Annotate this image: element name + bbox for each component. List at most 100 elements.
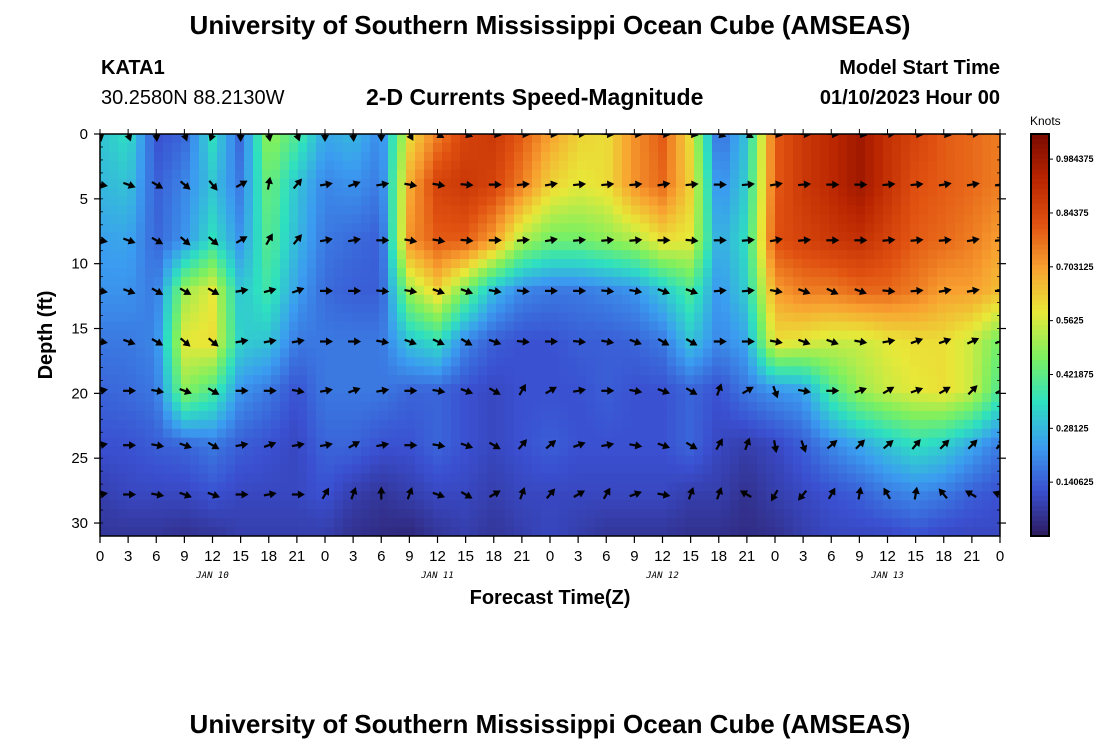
heatmap-cell <box>676 187 686 198</box>
heatmap-cell <box>694 169 704 180</box>
heatmap-cell <box>712 419 722 430</box>
heatmap-cell <box>604 303 614 314</box>
heatmap-cell <box>748 214 758 224</box>
heatmap-cell <box>739 312 749 323</box>
colorbar: 0.9843750.843750.7031250.56250.4218750.2… <box>1030 133 1094 537</box>
heatmap-cell <box>271 187 281 198</box>
heatmap-cell <box>991 428 1000 439</box>
heatmap-cell <box>622 500 632 510</box>
current-arrow <box>263 441 277 449</box>
heatmap-cell <box>919 384 929 394</box>
heatmap-cell <box>793 232 803 242</box>
heatmap-cell <box>136 339 146 349</box>
heatmap-cell <box>118 134 128 144</box>
heatmap-cell <box>550 232 560 242</box>
heatmap-cell <box>217 455 227 466</box>
heatmap-cell <box>361 348 371 358</box>
heatmap-cell <box>415 384 425 394</box>
heatmap-cell <box>334 259 344 269</box>
heatmap-cell <box>649 509 659 519</box>
heatmap-cell <box>199 205 209 215</box>
heatmap-cell <box>901 437 911 448</box>
heatmap-cell <box>586 160 596 171</box>
heatmap-cell <box>487 312 497 323</box>
heatmap-cell <box>145 357 155 367</box>
heatmap-cell <box>694 419 704 430</box>
heatmap-cell <box>865 419 875 430</box>
heatmap-cell <box>334 491 344 501</box>
heatmap-cell <box>370 482 380 492</box>
heatmap-cell <box>910 187 920 198</box>
heatmap-cell <box>289 205 299 215</box>
current-arrow <box>573 180 587 189</box>
heatmap-cell <box>847 276 857 287</box>
heatmap-cell <box>289 178 299 189</box>
heatmap-cell <box>865 250 875 260</box>
heatmap-cell <box>874 151 884 162</box>
heatmap-cell <box>172 339 182 349</box>
current-arrow <box>263 490 277 499</box>
heatmap-cell <box>217 187 227 198</box>
heatmap-cell <box>874 330 884 341</box>
heatmap-cell <box>595 527 605 536</box>
heatmap-cell <box>316 509 326 519</box>
heatmap-cell <box>946 410 956 421</box>
heatmap-cell <box>991 393 1000 403</box>
heatmap-cell <box>253 357 263 367</box>
heatmap-cell <box>100 259 110 269</box>
heatmap-cell <box>676 142 686 153</box>
heatmap-cell <box>703 312 713 323</box>
heatmap-cell <box>910 375 920 385</box>
heatmap-cell <box>505 250 515 260</box>
heatmap-cell <box>721 312 731 323</box>
heatmap-cell <box>604 500 614 510</box>
heatmap-cell <box>244 500 254 510</box>
heatmap-cell <box>343 259 353 269</box>
heatmap-cell <box>109 348 119 358</box>
heatmap-cell <box>685 482 695 492</box>
heatmap-cell <box>397 473 407 483</box>
heatmap-cell <box>343 134 353 144</box>
heatmap-cell <box>190 446 200 457</box>
heatmap-cell <box>316 428 326 439</box>
heatmap-cell <box>856 473 866 483</box>
heatmap-cell <box>847 303 857 314</box>
heatmap-cell <box>460 410 470 421</box>
heatmap-cell <box>604 455 614 466</box>
heatmap-cell <box>955 527 965 536</box>
heatmap-cell <box>991 276 1000 287</box>
heatmap-cell <box>919 455 929 466</box>
heatmap-cell <box>361 446 371 457</box>
heatmap-cell <box>613 437 623 448</box>
current-arrow <box>938 286 952 295</box>
heatmap-cell <box>208 142 218 153</box>
heatmap-cell <box>127 250 137 260</box>
heatmap-cell <box>613 410 623 421</box>
heatmap-cell <box>379 276 389 287</box>
heatmap-cell <box>550 455 560 466</box>
heatmap-cell <box>280 214 290 224</box>
heatmap-cell <box>424 294 434 305</box>
heatmap-cell <box>910 134 920 144</box>
heatmap-cell <box>649 366 659 376</box>
heatmap-cell <box>487 169 497 180</box>
heatmap-cell <box>100 134 110 144</box>
heatmap-cell <box>595 285 605 296</box>
heatmap-cell <box>667 134 677 144</box>
x-tick-label: 21 <box>964 548 981 565</box>
heatmap-cell <box>370 232 380 242</box>
heatmap-cell <box>667 187 677 198</box>
heatmap-cell <box>280 339 290 349</box>
current-arrow <box>263 337 277 346</box>
heatmap-cell <box>388 196 398 207</box>
heatmap-cell <box>829 160 839 171</box>
heatmap-cell <box>469 384 479 394</box>
heatmap-cell <box>631 276 641 287</box>
heatmap-cell <box>739 321 749 332</box>
heatmap-cell <box>694 330 704 341</box>
heatmap-cell <box>352 259 362 269</box>
heatmap-cell <box>946 393 956 403</box>
model-start-value: 01/10/2023 Hour 00 <box>819 87 1000 109</box>
heatmap-cell <box>937 142 947 153</box>
heatmap-cell <box>541 500 551 510</box>
